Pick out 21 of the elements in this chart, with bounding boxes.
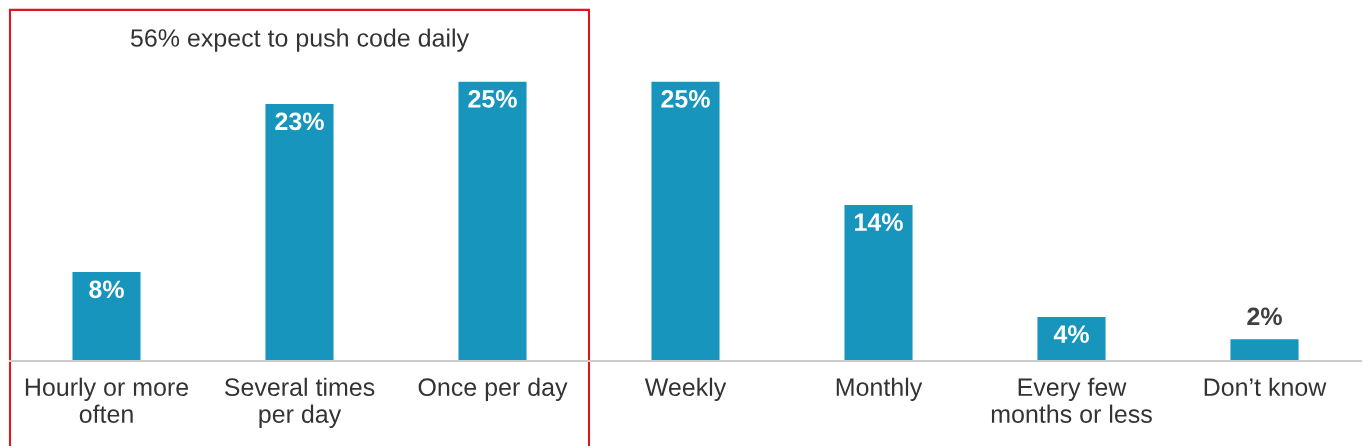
x-tick-label: Several times per day <box>224 377 375 428</box>
x-tick-label: Monthly <box>836 377 923 401</box>
bar <box>457 80 528 361</box>
data-label: 25% <box>468 90 517 108</box>
bar <box>650 80 721 361</box>
bar <box>843 203 914 361</box>
data-label: 8% <box>89 280 124 299</box>
data-label: 23% <box>275 112 324 131</box>
x-tick-label: Every few months or less <box>991 377 1152 423</box>
bar <box>71 270 142 361</box>
data-label: 4% <box>1053 325 1089 343</box>
bar <box>1229 337 1300 361</box>
x-tick-label: Weekly <box>644 377 727 401</box>
x-tick-label: Don’t know <box>1204 377 1327 397</box>
data-label: 2% <box>1247 307 1282 326</box>
data-label: 25% <box>661 90 710 108</box>
data-label: 14% <box>855 213 903 231</box>
bar <box>264 102 335 361</box>
x-tick-label: Once per day <box>418 377 568 401</box>
x-tick-label: Hourly or more often <box>25 377 189 423</box>
text: 56% expect to push code daily <box>130 28 470 52</box>
